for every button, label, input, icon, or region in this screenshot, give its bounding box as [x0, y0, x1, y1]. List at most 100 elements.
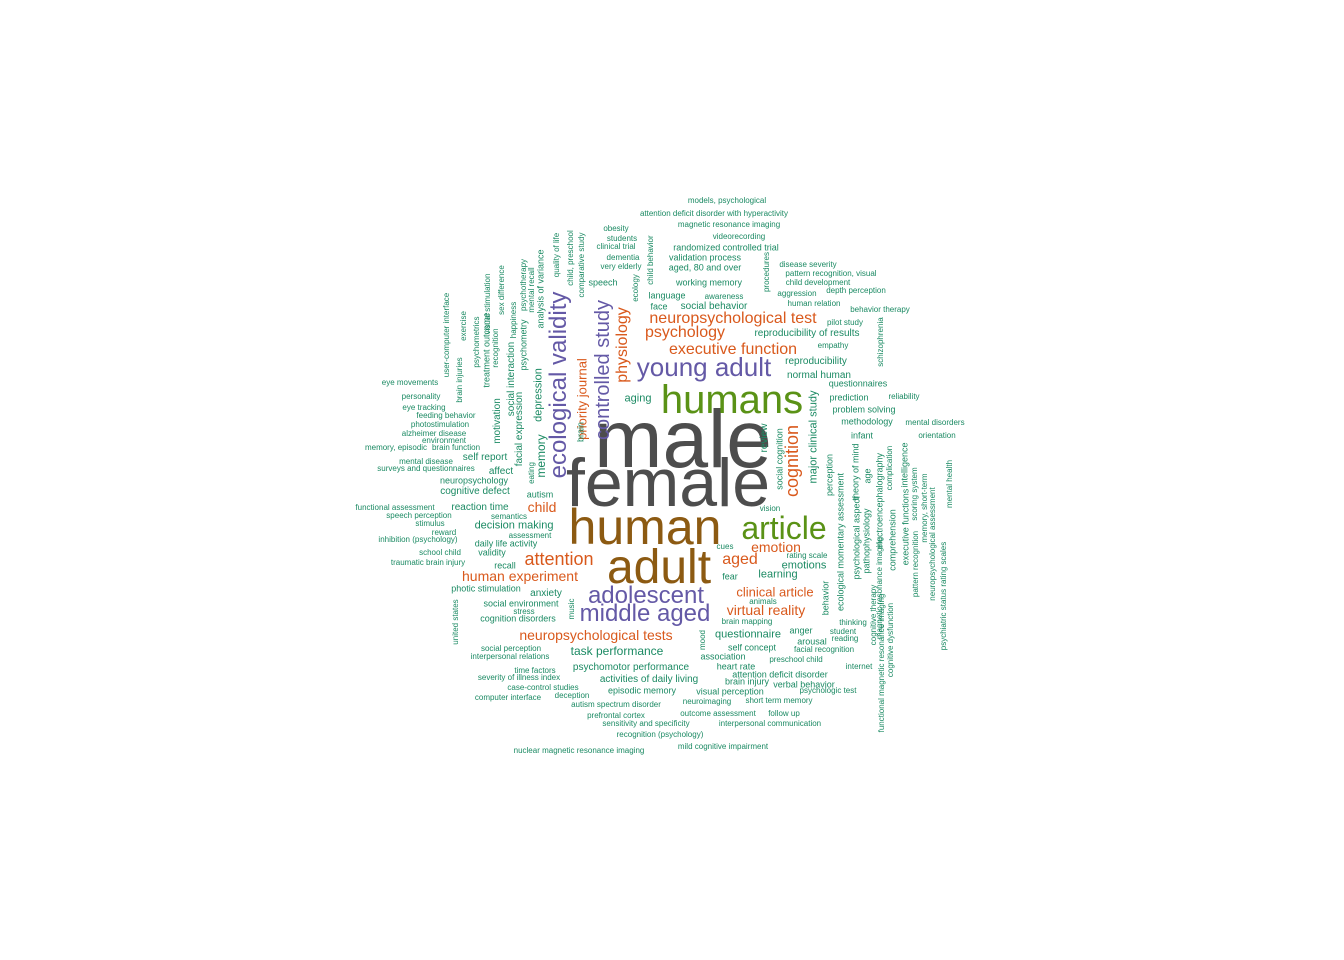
- word-brain-injury: brain injury: [724, 676, 770, 687]
- word-surveys-and-questionnaires: surveys and questionnaires: [377, 464, 475, 473]
- word-magnetic-resonance-imaging: magnetic resonance imaging: [677, 220, 781, 229]
- word-very-elderly: very elderly: [600, 262, 642, 271]
- word-student: student: [829, 627, 857, 636]
- word-clinical-trial: clinical trial: [596, 242, 636, 251]
- word-empathy: empathy: [817, 341, 849, 350]
- word-deception: deception: [554, 691, 590, 700]
- word-sensitivity-and-specificity: sensitivity and specificity: [602, 719, 690, 728]
- word-disease-severity: disease severity: [779, 260, 837, 269]
- word-neuropsychological-assessment: neuropsychological assessment: [928, 487, 937, 601]
- word-arousal: arousal: [797, 636, 827, 647]
- word-exercise: exercise: [459, 311, 468, 341]
- word-vision: vision: [759, 504, 781, 513]
- word-photostimulation: photostimulation: [410, 420, 470, 429]
- word-animals: animals: [749, 597, 777, 606]
- word-reaction-time: reaction time: [451, 502, 509, 513]
- word-awareness: awareness: [704, 292, 744, 301]
- word-functional-magnetic-resonance-imaging: functional magnetic resonance imaging: [877, 593, 886, 733]
- word-thinking: thinking: [839, 618, 867, 627]
- word-prefrontal-cortex: prefrontal cortex: [587, 711, 645, 720]
- word-anger: anger: [789, 625, 813, 636]
- word-reliability: reliability: [888, 392, 920, 401]
- word-emotions: emotions: [781, 559, 827, 572]
- word-executive-function: executive function: [668, 341, 798, 358]
- word-depression: depression: [532, 368, 545, 422]
- word-short-term-memory: short term memory: [745, 696, 813, 705]
- word-brain: brain: [575, 421, 586, 443]
- word-aggression: aggression: [777, 289, 817, 298]
- word-memory-episodic: memory, episodic: [364, 443, 428, 452]
- word-validity: validity: [478, 547, 506, 558]
- word-depth-perception: depth perception: [826, 286, 886, 295]
- word-article: article: [741, 510, 827, 546]
- word-pattern-recognition-visual: pattern recognition, visual: [785, 269, 877, 278]
- word-learning: learning: [758, 568, 798, 581]
- word-psychometrics: psychometrics: [472, 316, 481, 368]
- word-task-performance: task performance: [570, 644, 664, 658]
- word-eye-movements: eye movements: [381, 378, 439, 387]
- word-female: female: [565, 445, 771, 521]
- word-humans: humans: [660, 378, 804, 422]
- word-review: review: [759, 423, 770, 453]
- word-autism-spectrum-disorder: autism spectrum disorder: [571, 700, 661, 709]
- word-physiology: physiology: [614, 307, 631, 383]
- word-feeding-behavior: feeding behavior: [416, 411, 476, 420]
- word-nuclear-magnetic-resonance-imaging: nuclear magnetic resonance imaging: [513, 746, 645, 755]
- word-personality: personality: [401, 392, 441, 401]
- word-working-memory: working memory: [675, 277, 743, 288]
- word-cognitive-dysfunction: cognitive dysfunction: [886, 602, 895, 678]
- word-human-relation: human relation: [787, 299, 841, 308]
- word-neuropsychological-tests: neuropsychological tests: [519, 627, 673, 643]
- word-attention-deficit-disorder: attention deficit disorder: [732, 669, 828, 680]
- word-photic-stimulation: photic stimulation: [451, 583, 521, 594]
- word-mental-health: mental health: [945, 459, 954, 509]
- word-environment: environment: [421, 436, 467, 445]
- word-outcome-assessment: outcome assessment: [680, 709, 756, 718]
- word-scoring-system: scoring system: [910, 467, 919, 521]
- word-pilot-study: pilot study: [826, 318, 864, 327]
- word-analysis-of-variance: analysis of variance: [535, 249, 546, 329]
- word-obesity: obesity: [603, 224, 629, 233]
- word-child-behavior: child behavior: [646, 235, 655, 285]
- word-facial-expression: facial expression: [514, 391, 525, 467]
- word-verbal-behavior: verbal behavior: [773, 679, 835, 690]
- word-age: age: [862, 468, 873, 484]
- word-visual-perception: visual perception: [696, 686, 764, 697]
- word-decision-making: decision making: [474, 519, 554, 532]
- word-mental-disorders: mental disorders: [905, 418, 965, 427]
- word-neuropsychology: neuropsychology: [439, 475, 509, 486]
- word-social-behavior: social behavior: [680, 301, 748, 312]
- word-cognition: cognition: [782, 424, 802, 498]
- word-language: language: [648, 290, 686, 301]
- word-speech: speech: [588, 277, 618, 288]
- word-intelligence: intelligence: [899, 442, 910, 488]
- word-memory: memory: [534, 434, 548, 478]
- word-clinical-article: clinical article: [736, 584, 814, 600]
- word-child-development: child development: [785, 278, 851, 287]
- word-reward: reward: [431, 528, 457, 537]
- word-validation-process: validation process: [668, 252, 742, 263]
- word-face: face: [650, 301, 668, 312]
- word-autism: autism: [526, 489, 554, 500]
- word-brain-injuries: brain injuries: [455, 357, 464, 403]
- word-pathophysiology: pathophysiology: [861, 508, 872, 574]
- word-cognition-disorders: cognition disorders: [480, 613, 556, 624]
- word-self-concept: self concept: [727, 642, 777, 653]
- word-interpersonal-communication: interpersonal communication: [718, 719, 822, 728]
- word-problem-solving: problem solving: [832, 404, 896, 415]
- word-interpersonal-relations: interpersonal relations: [470, 652, 550, 661]
- word-computer-interface: computer interface: [474, 693, 542, 702]
- word-follow-up: follow up: [768, 709, 800, 718]
- word-comparative-study: comparative study: [577, 232, 586, 298]
- word-social-perception: social perception: [480, 644, 542, 653]
- word-anxiety: anxiety: [530, 588, 562, 599]
- word-sex-difference: sex difference: [497, 265, 506, 315]
- word-schizophrenia: schizophrenia: [876, 317, 885, 367]
- word-ecological-validity: ecological validity: [545, 291, 572, 479]
- word-affect: affect: [488, 466, 514, 477]
- word-ecology: ecology: [631, 274, 640, 302]
- word-psychologic-test: psychologic test: [799, 686, 857, 695]
- word-daily-life-activity: daily life activity: [474, 538, 538, 549]
- word-recognition: recognition: [491, 328, 500, 368]
- word-major-clinical-study: major clinical study: [807, 390, 820, 484]
